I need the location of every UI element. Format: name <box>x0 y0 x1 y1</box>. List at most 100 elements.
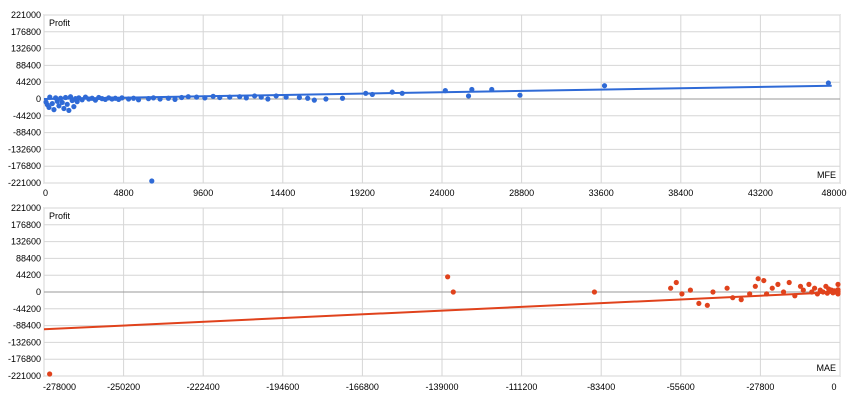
data-point <box>119 95 124 100</box>
y-tick-label: -132600 <box>8 337 41 347</box>
x-tick-label: 33600 <box>589 188 614 198</box>
data-point <box>65 102 70 107</box>
data-point <box>217 95 222 100</box>
data-point <box>489 87 494 92</box>
data-point <box>674 280 679 285</box>
data-point <box>136 97 141 102</box>
x-tick-label: -111200 <box>506 382 538 392</box>
y-tick-label: -176800 <box>8 354 41 364</box>
data-point <box>47 94 52 99</box>
y-tick-label: -176800 <box>8 161 41 171</box>
data-point <box>724 286 729 291</box>
data-point <box>517 93 522 98</box>
y-tick-label: 176800 <box>11 27 41 37</box>
x-tick-label: -194600 <box>266 382 299 392</box>
x-tick-label: -83400 <box>587 382 615 392</box>
data-point <box>363 91 368 96</box>
y-tick-label: 0 <box>36 94 41 104</box>
x-tick-label: -222400 <box>187 382 220 392</box>
y-axis-label: Profit <box>49 211 71 221</box>
data-point <box>781 289 786 294</box>
data-point <box>146 96 151 101</box>
x-tick-label: 19200 <box>350 188 375 198</box>
data-point <box>340 96 345 101</box>
y-tick-label: -221000 <box>8 178 41 188</box>
data-point <box>602 83 607 88</box>
x-tick-label: -278000 <box>43 382 76 392</box>
data-point <box>71 104 76 109</box>
data-point <box>202 95 207 100</box>
data-point <box>747 291 752 296</box>
data-point <box>761 278 766 283</box>
data-point <box>443 88 448 93</box>
x-axis-label: MFE <box>817 170 836 180</box>
data-point <box>284 94 289 99</box>
x-tick-label: 24000 <box>429 188 454 198</box>
y-tick-label: 44200 <box>16 270 41 280</box>
data-point <box>806 282 811 287</box>
data-point <box>710 289 715 294</box>
data-point <box>151 95 156 100</box>
data-point <box>126 96 131 101</box>
data-point <box>801 287 806 292</box>
data-point <box>194 94 199 99</box>
y-tick-label: 221000 <box>11 203 41 213</box>
data-point <box>63 95 68 100</box>
mfe-chart: 221000 176800 132600 88400 44200 0 -44200 -8840… <box>8 10 847 198</box>
data-point <box>668 286 673 291</box>
data-point <box>753 284 758 289</box>
data-point <box>400 91 405 96</box>
x-tick-label: -139000 <box>425 382 458 392</box>
y-tick-label: 176800 <box>11 220 41 230</box>
y-axis-label: Profit <box>49 18 71 28</box>
x-tick-label: 38400 <box>668 188 693 198</box>
y-tick-label: 132600 <box>11 237 41 247</box>
x-tick-label: 9600 <box>193 188 213 198</box>
data-point <box>265 96 270 101</box>
data-point <box>323 96 328 101</box>
data-point <box>775 282 780 287</box>
y-tick-label: 88400 <box>16 60 41 70</box>
data-point <box>764 291 769 296</box>
x-tick-label: -166800 <box>346 382 379 392</box>
y-tick-label: 132600 <box>11 44 41 54</box>
data-point <box>211 94 216 99</box>
data-point <box>696 301 701 306</box>
data-point <box>451 289 456 294</box>
x-tick-label: 0 <box>43 188 48 198</box>
data-point <box>370 92 375 97</box>
x-tick-label: 0 <box>831 382 836 392</box>
data-point <box>149 178 154 183</box>
y-tick-label: 0 <box>36 287 41 297</box>
data-point <box>274 93 279 98</box>
data-point <box>66 108 71 113</box>
data-point <box>312 98 317 103</box>
x-tick-label: 4800 <box>114 188 134 198</box>
data-point <box>835 291 840 296</box>
data-point <box>730 295 735 300</box>
data-point <box>157 96 162 101</box>
y-tick-label: -88400 <box>13 321 41 331</box>
data-point <box>812 286 817 291</box>
data-point <box>770 286 775 291</box>
data-point <box>227 94 232 99</box>
data-point <box>172 97 177 102</box>
data-point <box>237 94 242 99</box>
data-point <box>50 101 55 106</box>
x-tick-label: 14400 <box>270 188 295 198</box>
data-point <box>51 107 56 112</box>
data-point <box>792 293 797 298</box>
data-point <box>186 94 191 99</box>
data-point <box>305 96 310 101</box>
data-point <box>756 276 761 281</box>
data-point <box>739 297 744 302</box>
data-point <box>688 287 693 292</box>
x-tick-label: -250200 <box>107 382 140 392</box>
data-point <box>787 280 792 285</box>
data-point <box>61 106 66 111</box>
data-point <box>466 93 471 98</box>
data-point <box>445 274 450 279</box>
data-point <box>244 95 249 100</box>
x-tick-label: 28800 <box>509 188 534 198</box>
